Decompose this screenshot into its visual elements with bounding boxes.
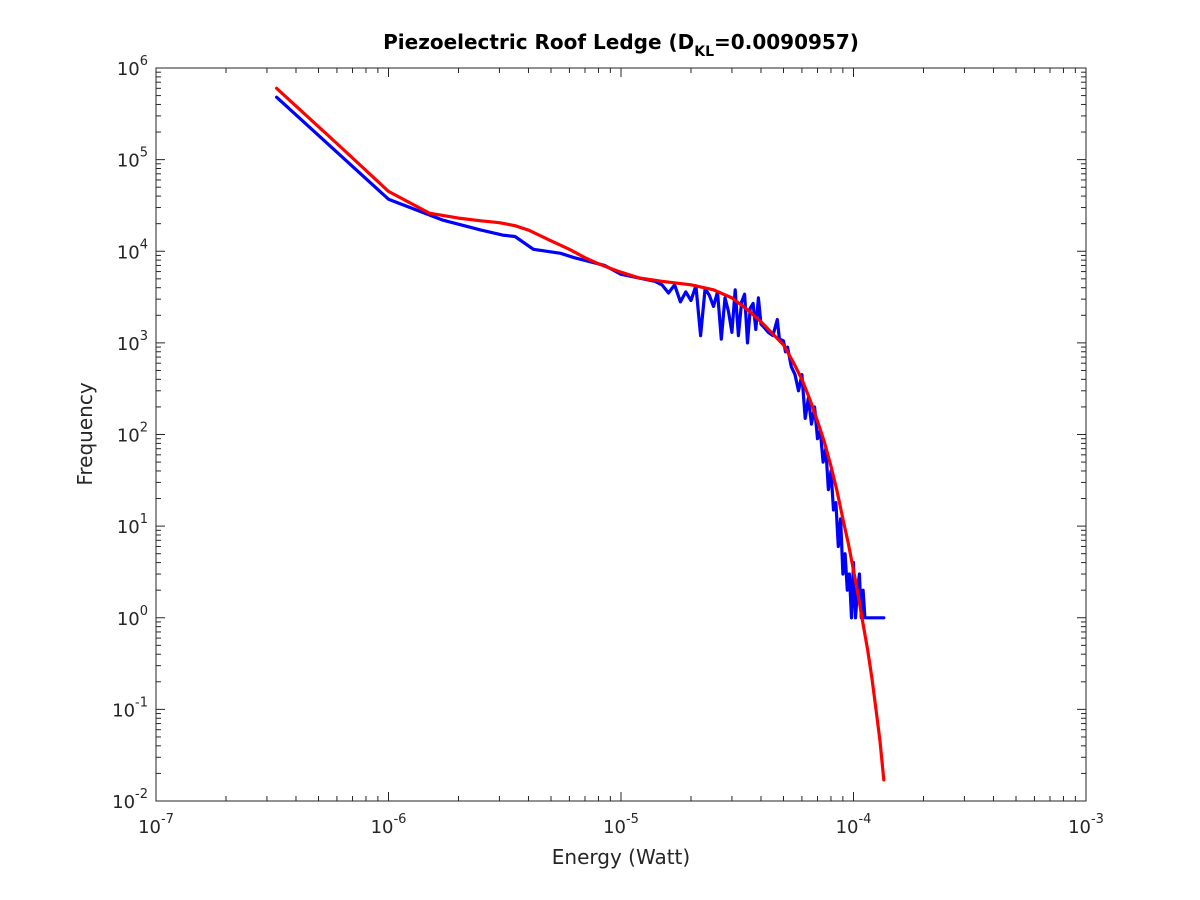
chart-title-suffix: =0.0090957) [714, 30, 859, 54]
x-tick-exponent: -4 [858, 812, 871, 827]
chart-title-subscript: KL [694, 44, 714, 60]
y-tick-label: 103 [117, 329, 148, 355]
x-tick-label: 10-5 [603, 812, 639, 838]
y-tick-exponent: 2 [140, 421, 148, 436]
y-tick-label: 105 [117, 146, 148, 172]
x-tick-base: 10 [138, 817, 161, 838]
y-tick-base: 10 [117, 59, 140, 80]
minor-ticks [156, 68, 1086, 801]
y-tick-label: 10-1 [112, 695, 148, 721]
y-tick-base: 10 [112, 792, 135, 813]
x-tick-exponent: -7 [161, 812, 174, 827]
y-tick-exponent: -1 [135, 695, 148, 710]
y-tick-base: 10 [117, 517, 140, 538]
y-tick-base: 10 [117, 334, 140, 355]
y-tick-exponent: -2 [135, 787, 148, 802]
x-tick-label: 10-6 [371, 812, 407, 838]
y-tick-base: 10 [112, 700, 135, 721]
y-tick-base: 10 [117, 426, 140, 447]
x-tick-exponent: -3 [1091, 812, 1104, 827]
x-tick-labels: 10-7 10-6 10-5 10-4 10-3 [138, 812, 1104, 838]
x-tick-base: 10 [371, 817, 394, 838]
y-tick-exponent: 6 [140, 54, 148, 69]
x-tick-base: 10 [836, 817, 859, 838]
x-tick-exponent: -6 [393, 812, 406, 827]
x-tick-label: 10-4 [836, 812, 872, 838]
plot-area [156, 68, 1086, 801]
chart-title-main: Piezoelectric Roof Ledge (D [383, 30, 694, 54]
y-tick-base: 10 [117, 609, 140, 630]
y-tick-exponent: 1 [140, 512, 148, 527]
series-layer [275, 86, 886, 782]
x-axis-label: Energy (Watt) [552, 845, 690, 869]
series-line-2 [275, 86, 886, 782]
x-tick-label: 10-3 [1068, 812, 1104, 838]
y-tick-exponent: 4 [140, 237, 148, 252]
y-tick-label: 104 [117, 237, 148, 263]
x-tick-base: 10 [603, 817, 626, 838]
y-tick-base: 10 [117, 151, 140, 172]
plot-frame [155, 67, 1087, 802]
y-tick-label: 106 [117, 54, 148, 80]
y-tick-label: 10-2 [112, 787, 148, 813]
x-tick-base: 10 [1068, 817, 1091, 838]
chart-title: Piezoelectric Roof Ledge (DKL=0.0090957) [383, 30, 859, 60]
y-tick-base: 10 [117, 242, 140, 263]
y-axis-label: Frequency [73, 382, 97, 485]
y-tick-exponent: 0 [140, 604, 148, 619]
x-tick-exponent: -5 [626, 812, 639, 827]
y-tick-exponent: 3 [140, 329, 148, 344]
series-line-1 [275, 95, 886, 620]
y-tick-label: 101 [117, 512, 148, 538]
y-tick-exponent: 5 [140, 146, 148, 161]
y-tick-label: 100 [117, 604, 148, 630]
y-tick-label: 102 [117, 421, 148, 447]
x-tick-label: 10-7 [138, 812, 174, 838]
